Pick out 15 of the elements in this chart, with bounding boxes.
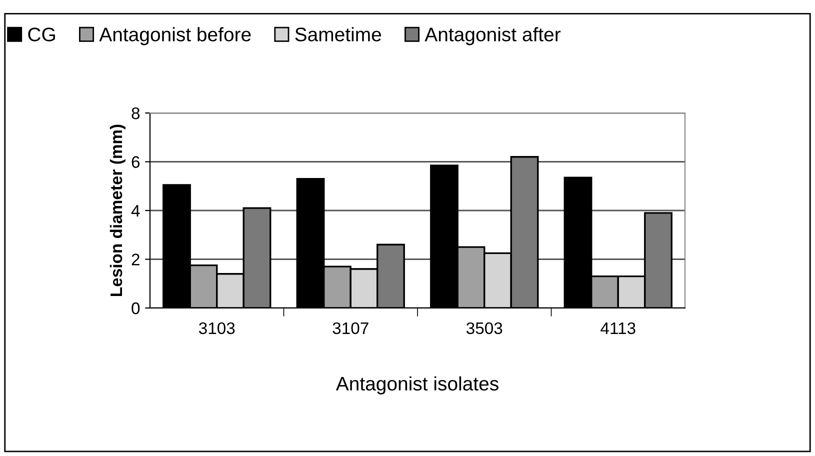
legend-label: Antagonist before — [99, 27, 251, 46]
legend-label: Sametime — [295, 27, 382, 42]
x-tick-label: 3503 — [466, 322, 502, 334]
x-tick-label: 3103 — [198, 322, 235, 334]
y-tick-label: 6 — [132, 156, 140, 168]
y-tick-label: 0 — [132, 302, 140, 314]
y-tick-label: 4 — [131, 205, 140, 217]
y-tick-label: 8 — [132, 107, 140, 120]
x-axis-title: Antagonist isolates — [336, 376, 498, 394]
legend-label: CG — [28, 28, 55, 42]
y-axis-title: Lesion diameter (mm) — [110, 124, 126, 296]
x-tick-label: 4113 — [600, 322, 636, 334]
x-tick-label: 3107 — [332, 322, 368, 334]
legend-label: Antagonist after — [424, 27, 561, 46]
y-tick-label: 2 — [132, 254, 140, 266]
